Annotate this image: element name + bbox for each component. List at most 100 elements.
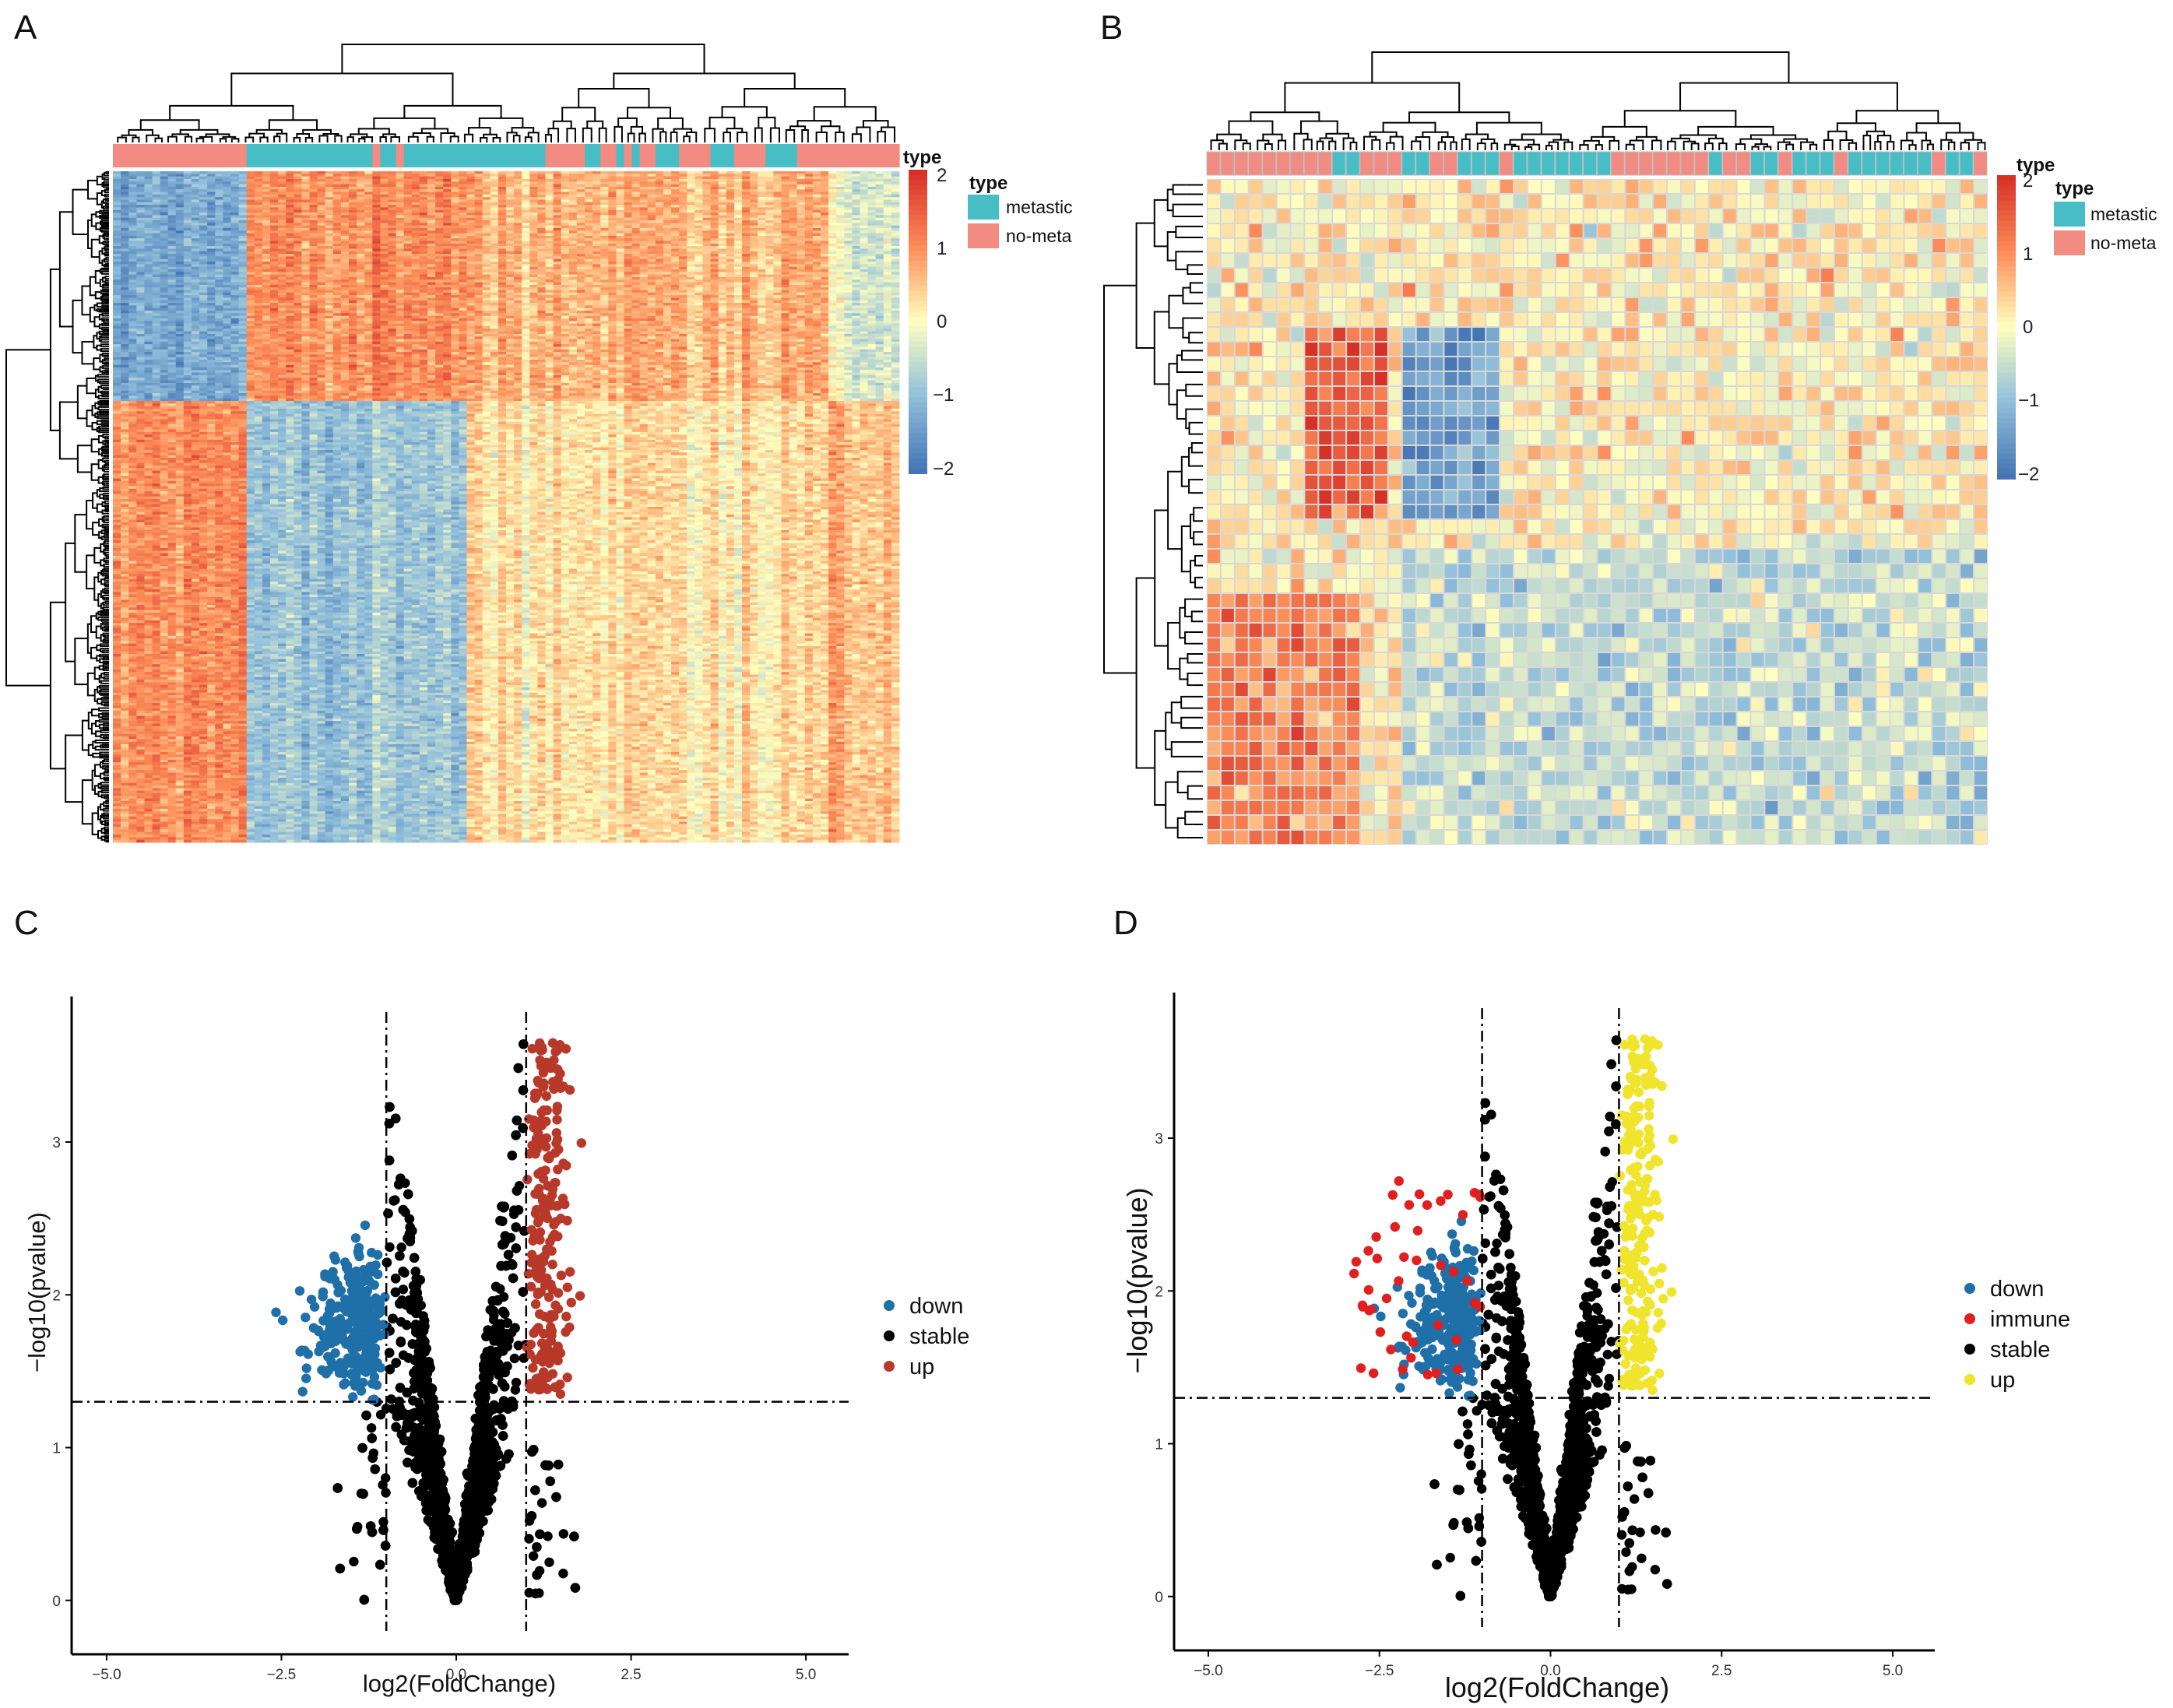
heatmap-cell: [569, 171, 578, 174]
heatmap-cell: [223, 174, 231, 177]
heatmap-cell: [239, 174, 248, 177]
annotation-cell: [828, 144, 837, 167]
heatmap-cell: [364, 177, 373, 180]
heatmap-cell: [404, 174, 413, 177]
heatmap-cell: [184, 177, 192, 180]
dendrogram-branch: [97, 504, 103, 512]
annotation-cell: [231, 144, 240, 167]
dendrogram-branch: [60, 212, 73, 326]
heatmap-cell: [498, 177, 507, 180]
heatmap-cell: [758, 171, 766, 174]
annotation-cell: [435, 144, 444, 167]
heatmap-cell: [632, 174, 641, 177]
heatmap-cell: [514, 174, 522, 177]
heatmap-cell: [884, 171, 892, 174]
heatmap-cell: [136, 171, 145, 174]
heatmap-cell: [325, 174, 334, 177]
annotation-cell: [153, 144, 161, 167]
annotation-cell: [247, 144, 255, 167]
dendrogram-branch: [105, 627, 106, 628]
dendrogram-branch: [103, 447, 104, 448]
heatmap-cell: [420, 171, 428, 174]
dendrogram-branch: [104, 469, 106, 472]
dendrogram-branch: [104, 363, 106, 364]
heatmap-cell: [671, 171, 680, 174]
heatmap-cell: [537, 177, 546, 180]
dendrogram-branch: [105, 532, 106, 534]
heatmap-cell: [711, 174, 719, 177]
dendrogram-branch: [94, 548, 100, 563]
dendrogram-branch: [102, 448, 103, 451]
dendrogram-branch: [102, 272, 103, 274]
dendrogram-branch: [103, 466, 104, 471]
annotation-cell: [427, 144, 436, 167]
heatmap-cell: [679, 171, 687, 174]
panel-label-a: A: [14, 9, 37, 47]
dendrogram-branch: [106, 561, 107, 562]
dendrogram-branch: [97, 304, 102, 308]
heatmap-cell: [498, 174, 507, 177]
heatmap-cell: [608, 174, 617, 177]
annotation-cell: [876, 144, 884, 167]
annotation-cell: [278, 144, 287, 167]
heatmap-cell: [529, 177, 538, 180]
dendrogram-branch: [102, 269, 104, 270]
annotation-cell: [734, 144, 743, 167]
dendrogram-branch: [245, 138, 253, 139]
heatmap-cell: [372, 171, 381, 174]
dendrogram-branch: [101, 603, 104, 608]
dendrogram-branch: [102, 306, 104, 308]
dendrogram-branch: [106, 258, 107, 260]
annotation-cell: [396, 144, 405, 167]
annotation-cell: [372, 144, 381, 167]
dendrogram-branch: [100, 752, 103, 754]
heatmap-cell: [357, 171, 365, 174]
dendrogram-branch: [104, 497, 105, 499]
heatmap-cell: [435, 177, 444, 180]
dendrogram-branch: [104, 704, 105, 705]
dendrogram-branch: [102, 395, 105, 396]
dendrogram-branch: [104, 234, 107, 235]
dendrogram-branch: [103, 517, 104, 521]
dendrogram-branch: [102, 791, 105, 793]
heatmap-cell: [341, 177, 350, 180]
dendrogram-branch: [105, 589, 106, 591]
annotation-cell: [192, 144, 200, 167]
dendrogram-branch: [99, 792, 102, 796]
dendrogram-branch: [758, 118, 775, 128]
dendrogram-branch: [817, 132, 827, 135]
dendrogram-branch: [90, 277, 96, 295]
dendrogram-branch: [105, 548, 106, 550]
dendrogram-branch: [105, 443, 106, 445]
heatmap-cell: [711, 171, 719, 174]
dendrogram-branch: [105, 835, 107, 837]
heatmap-cell: [671, 177, 680, 180]
heatmap-cell: [782, 174, 790, 177]
dendrogram-branch: [99, 427, 101, 429]
heatmap-cell: [656, 174, 664, 177]
dendrogram-branch: [671, 132, 677, 135]
heatmap-cell: [561, 177, 570, 180]
dendrogram-branch: [391, 137, 399, 139]
dendrogram-branch: [105, 821, 106, 822]
dendrogram-branch: [100, 655, 101, 656]
dendrogram-branch: [93, 522, 99, 535]
heatmap-cell: [522, 174, 530, 177]
dendrogram-branch: [106, 206, 107, 207]
dendrogram-branch: [104, 564, 106, 567]
heatmap-cell: [286, 174, 294, 177]
heatmap-cell: [168, 171, 177, 174]
dendrogram-branch: [802, 130, 808, 134]
dendrogram-branch: [705, 128, 715, 135]
annotation-cell: [529, 144, 538, 167]
dendrogram-branch: [220, 139, 226, 140]
dendrogram-branch: [546, 135, 551, 136]
dendrogram-branch: [105, 253, 106, 255]
heatmap-cell: [648, 174, 656, 177]
heatmap-cell: [207, 177, 216, 180]
dendrogram-branch: [100, 311, 103, 312]
dendrogram-branch: [97, 177, 103, 185]
dendrogram-branch: [103, 574, 105, 575]
heatmap-cell: [231, 171, 240, 174]
annotation-cell: [750, 144, 758, 167]
